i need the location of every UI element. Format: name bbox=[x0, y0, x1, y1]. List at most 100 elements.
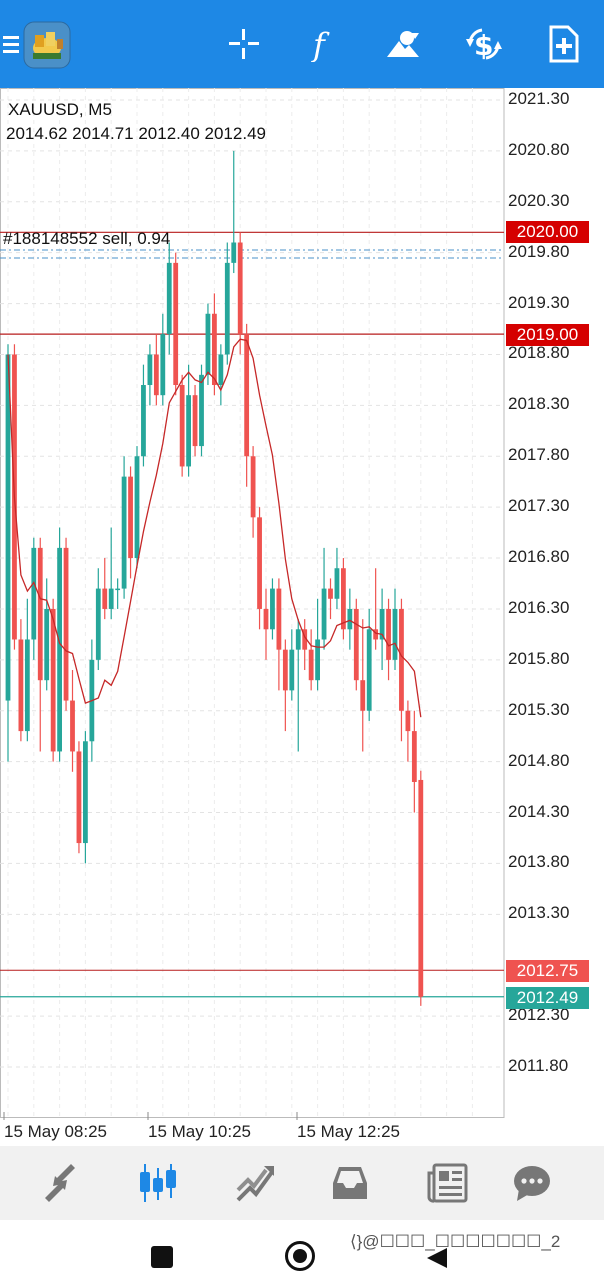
svg-text:$: $ bbox=[474, 29, 493, 62]
candle-body bbox=[263, 608, 269, 630]
candle-body bbox=[205, 313, 211, 375]
candle-body bbox=[244, 334, 250, 457]
candle-body bbox=[366, 629, 372, 711]
candle-body bbox=[399, 608, 404, 711]
ohlc-readout: 2014.62 2014.71 2012.40 2012.49 bbox=[6, 124, 266, 143]
trade-icon[interactable] bbox=[230, 1158, 280, 1208]
news-icon[interactable] bbox=[422, 1158, 472, 1208]
new-order-icon[interactable] bbox=[538, 18, 590, 70]
history-icon[interactable] bbox=[325, 1158, 375, 1208]
candle-body bbox=[373, 629, 379, 640]
candle-body bbox=[76, 751, 82, 844]
candle-body bbox=[192, 395, 198, 447]
candle-body bbox=[166, 262, 172, 335]
moving-average-line bbox=[7, 338, 422, 718]
candle-body bbox=[321, 588, 327, 640]
price-tick-label: 2013.80 bbox=[508, 852, 570, 872]
candle-body bbox=[63, 547, 69, 701]
candle-body bbox=[257, 517, 262, 609]
candle-body bbox=[341, 568, 346, 630]
candle-body bbox=[153, 354, 159, 396]
bottom-navigation bbox=[0, 1146, 604, 1220]
chart-icon[interactable] bbox=[133, 1158, 183, 1208]
candle-body bbox=[173, 262, 179, 386]
candle-body bbox=[24, 639, 30, 732]
price-tag-2020: 2020.00 bbox=[506, 221, 589, 243]
order-line-label: #188148552 sell, 0.94 bbox=[3, 229, 171, 248]
price-tick-label: 2019.80 bbox=[508, 241, 570, 261]
candle-body bbox=[147, 354, 153, 386]
candle-body bbox=[334, 568, 340, 599]
candle-body bbox=[141, 385, 146, 457]
price-tick-label: 2020.30 bbox=[508, 190, 570, 210]
top-toolbar: f $ bbox=[0, 0, 604, 88]
price-tick-label: 2013.30 bbox=[508, 903, 570, 923]
candle-body bbox=[121, 476, 127, 589]
candle-body bbox=[95, 588, 101, 660]
candle-body bbox=[411, 731, 417, 782]
candle-body bbox=[270, 588, 275, 630]
candle-body bbox=[128, 476, 133, 559]
time-label-1025: 15 May 10:25 bbox=[148, 1122, 252, 1141]
candle-body bbox=[405, 710, 411, 732]
back-icon[interactable] bbox=[425, 1246, 449, 1275]
price-tick-label: 2016.80 bbox=[508, 547, 570, 567]
price-chart[interactable] bbox=[0, 0, 604, 1146]
candle-body bbox=[328, 588, 333, 599]
candle-body bbox=[386, 608, 391, 660]
candle-body bbox=[83, 741, 88, 844]
price-tick-label: 2019.30 bbox=[508, 292, 570, 312]
app-logo-icon bbox=[22, 20, 72, 70]
menu-icon[interactable] bbox=[0, 18, 24, 70]
candle-body bbox=[231, 242, 237, 263]
candle-body bbox=[295, 629, 301, 650]
symbol-timeframe-label: XAUUSD, M5 bbox=[8, 100, 112, 119]
price-tick-label: 2014.80 bbox=[508, 750, 570, 770]
price-tick-label: 2014.30 bbox=[508, 801, 570, 821]
candle-body bbox=[224, 262, 230, 355]
price-tick-label: 2017.30 bbox=[508, 496, 570, 516]
candle-body bbox=[115, 588, 121, 591]
candle-body bbox=[302, 629, 308, 650]
candle-body bbox=[50, 608, 56, 752]
price-tick-label: 2015.80 bbox=[508, 648, 570, 668]
candle-body bbox=[18, 639, 24, 732]
messages-icon[interactable] bbox=[507, 1158, 557, 1208]
watermark-text: ⟨}@☐☐☐_☐☐☐☐☐☐☐_2 bbox=[350, 1232, 561, 1251]
candle-body bbox=[379, 608, 385, 640]
candle-body bbox=[134, 456, 140, 559]
candle-body bbox=[212, 313, 217, 386]
price-tick-label: 2017.80 bbox=[508, 445, 570, 465]
candle-body bbox=[276, 588, 282, 650]
price-tick-label: 2018.30 bbox=[508, 394, 570, 414]
candle-body bbox=[186, 395, 191, 467]
quotes-icon[interactable] bbox=[35, 1158, 85, 1208]
crosshair-icon[interactable] bbox=[218, 18, 270, 70]
price-tick-label: 2015.30 bbox=[508, 699, 570, 719]
candle-body bbox=[199, 374, 204, 447]
candle-body bbox=[218, 354, 224, 386]
candle-body bbox=[31, 547, 37, 640]
indicators-icon[interactable]: f bbox=[296, 18, 348, 70]
candle-body bbox=[392, 608, 398, 660]
candle-body bbox=[315, 639, 320, 681]
objects-icon[interactable] bbox=[377, 18, 429, 70]
recents-icon[interactable] bbox=[151, 1246, 173, 1268]
candle-body bbox=[418, 779, 424, 997]
candle-body bbox=[347, 608, 353, 630]
candle-body bbox=[308, 649, 314, 681]
candle-body bbox=[360, 680, 366, 711]
home-icon[interactable] bbox=[285, 1241, 315, 1271]
candle-body bbox=[179, 385, 185, 467]
system-navigation bbox=[0, 1220, 604, 1280]
price-tick-label: 2011.80 bbox=[508, 1056, 569, 1075]
price-tick-label: 2021.30 bbox=[508, 89, 570, 108]
candle-body bbox=[57, 547, 62, 752]
price-tick-label: 2012.30 bbox=[508, 1005, 570, 1025]
candle-body bbox=[237, 242, 243, 335]
candle-body bbox=[44, 608, 50, 681]
candle-body bbox=[108, 588, 114, 609]
candle-body bbox=[70, 700, 75, 752]
trade-icon[interactable]: $ bbox=[458, 18, 510, 70]
